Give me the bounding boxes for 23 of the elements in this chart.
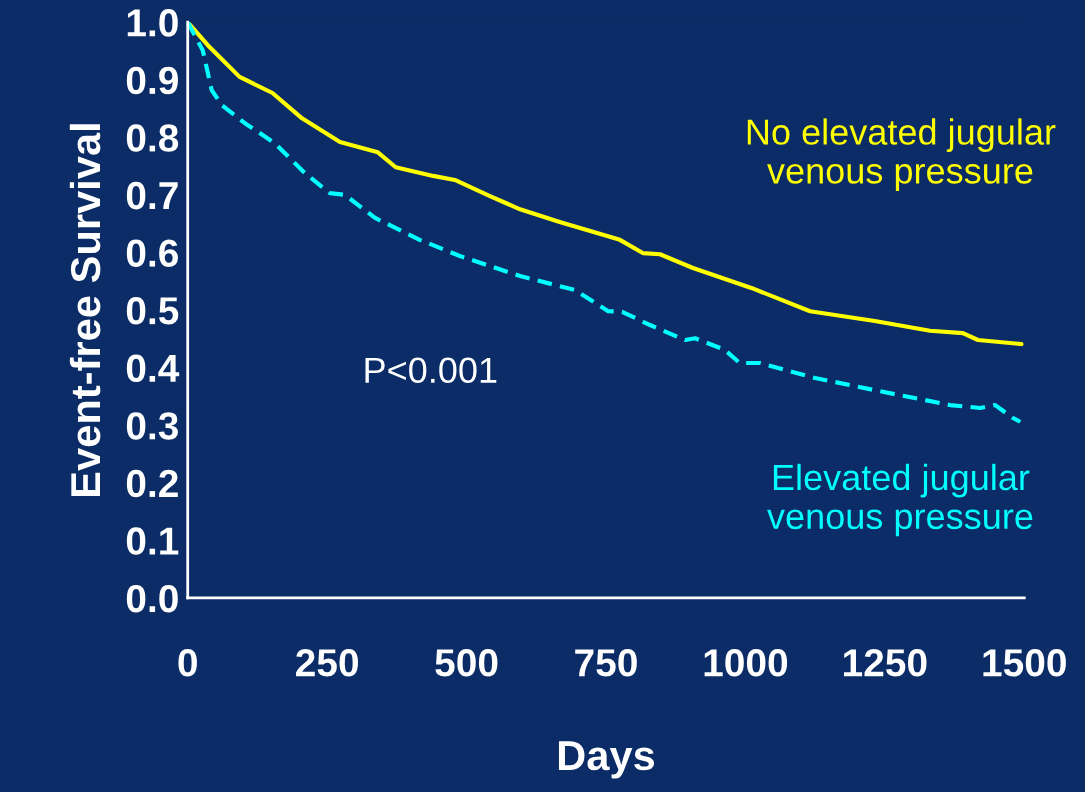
y-axis-title: Event-free Survival [69,124,101,497]
y-tick-label: 0.6 [126,239,178,267]
series-label: Elevated jugular venous pressure [767,463,1033,537]
x-tick-label: 1500 [983,648,1066,677]
y-tick-label: 0.9 [126,66,178,95]
x-axis-title: Days [558,741,655,779]
y-tick-label: 1.0 [127,9,178,37]
x-tick-label: 1000 [704,648,788,677]
x-tick-label: 500 [435,648,498,677]
annotation: P<0.001 [365,357,497,384]
x-tick-label: 1250 [844,648,927,677]
y-tick-label: 0.1 [126,527,179,555]
y-tick-label: 0.3 [126,412,178,440]
x-tick-label: 250 [296,648,358,677]
y-tick-label: 0.8 [126,124,179,152]
text: No elevated jugular venous pressure [747,118,1056,191]
y-tick-label: 0.4 [126,354,180,383]
y-tick-label: 0.2 [126,469,178,498]
x-tick-label: 0 [178,648,197,677]
y-tick-label: 0.0 [126,584,178,613]
y-tick-label: 0.7 [126,181,178,210]
x-tick-label: 750 [575,648,637,677]
y-tick-label: 0.5 [126,297,179,325]
